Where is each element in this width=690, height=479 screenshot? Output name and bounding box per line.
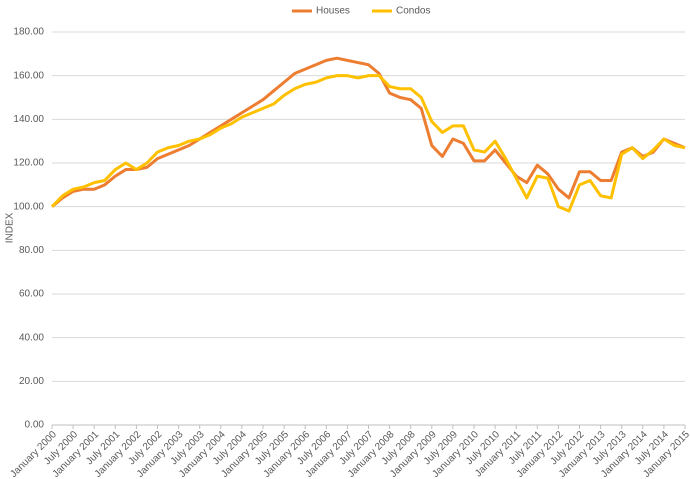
y-tick-label: 0.00	[25, 420, 45, 431]
series-line	[50, 74, 686, 213]
y-tick-label: 40.00	[19, 332, 44, 343]
legend-label: Condos	[396, 6, 430, 17]
y-tick-label: 80.00	[19, 245, 44, 256]
legend-label: Houses	[316, 6, 350, 17]
y-tick-label: 120.00	[13, 158, 44, 169]
y-tick-label: 100.00	[13, 201, 44, 212]
series-line	[51, 56, 686, 208]
y-axis-label: INDEX	[5, 212, 16, 243]
y-tick-label: 140.00	[13, 114, 44, 125]
y-tick-label: 20.00	[19, 376, 44, 387]
y-tick-label: 180.00	[13, 27, 44, 38]
y-tick-label: 60.00	[19, 289, 44, 300]
y-tick-label: 160.00	[13, 70, 44, 81]
